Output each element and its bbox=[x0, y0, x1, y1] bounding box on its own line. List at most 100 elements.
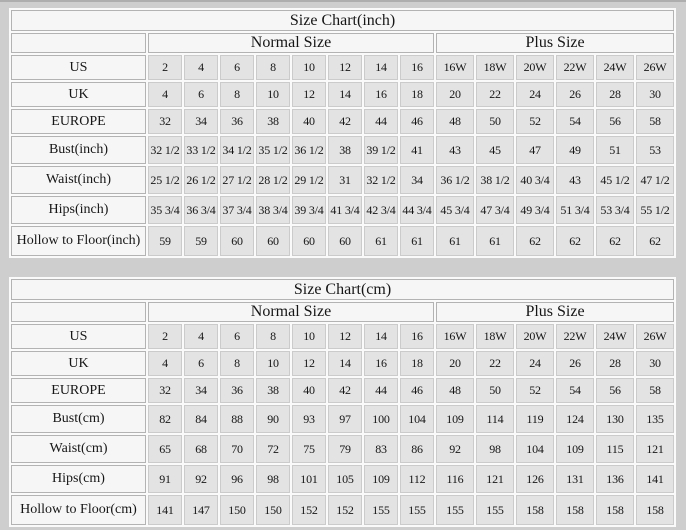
table-cell: 14 bbox=[364, 55, 398, 80]
table-cell: 152 bbox=[328, 495, 362, 525]
table-cell: 50 bbox=[476, 109, 514, 134]
table-cell: 16W bbox=[436, 324, 474, 349]
table-cell: 150 bbox=[256, 495, 290, 525]
table-cell: 121 bbox=[476, 465, 514, 493]
table-cell: 155 bbox=[400, 495, 434, 525]
table-cell: 48 bbox=[436, 109, 474, 134]
row-label: Hips(cm) bbox=[11, 465, 146, 493]
table-cell: 45 1/2 bbox=[596, 166, 634, 194]
table-cell: 25 1/2 bbox=[148, 166, 182, 194]
table-cell: 52 bbox=[516, 109, 554, 134]
table-cell: 60 bbox=[292, 226, 326, 256]
table-cell: 12 bbox=[328, 324, 362, 349]
group-header-row: Normal Size Plus Size bbox=[11, 33, 675, 53]
table-cell: 4 bbox=[148, 351, 182, 376]
table-cell: 8 bbox=[256, 324, 290, 349]
table-cell: 72 bbox=[256, 435, 290, 463]
table-cell: 38 3/4 bbox=[256, 196, 290, 224]
table-row: Hollow to Floor(inch) 59 59 60 60 60 60 61 61 61 6… bbox=[11, 226, 675, 256]
table-cell: 121 bbox=[636, 435, 675, 463]
table-cell: 16W bbox=[436, 55, 474, 80]
table-cell: 114 bbox=[476, 405, 514, 433]
table-cell: 96 bbox=[220, 465, 254, 493]
table-cell: 59 bbox=[184, 226, 218, 256]
row-label: Hollow to Floor(cm) bbox=[11, 495, 146, 525]
table-cell: 60 bbox=[220, 226, 254, 256]
table-row: EUROPE 32 34 36 38 40 42 44 46 48 50 52 54 56 58 bbox=[11, 378, 675, 403]
table-cell: 75 bbox=[292, 435, 326, 463]
table-cell: 20W bbox=[516, 55, 554, 80]
table-row: EUROPE 32 34 36 38 40 42 44 46 48 50 52 54 56 58 bbox=[11, 109, 675, 134]
table-title: Size Chart(cm) bbox=[11, 279, 675, 300]
table-title-row: Size Chart(cm) bbox=[11, 279, 675, 300]
group-header-plus-size: Plus Size bbox=[436, 33, 675, 53]
table-cell: 36 3/4 bbox=[184, 196, 218, 224]
table-cell: 112 bbox=[400, 465, 434, 493]
table-cell: 6 bbox=[184, 82, 218, 107]
table-cell: 34 bbox=[400, 166, 434, 194]
size-chart-inch-table: Size Chart(inch) Normal Size Plus Size US 2 4… bbox=[9, 8, 677, 258]
table-cell: 49 3/4 bbox=[516, 196, 554, 224]
table-cell: 14 bbox=[364, 324, 398, 349]
table-cell: 55 1/2 bbox=[636, 196, 675, 224]
table-cell: 93 bbox=[292, 405, 326, 433]
table-cell: 68 bbox=[184, 435, 218, 463]
table-row: Hips(cm) 91 92 96 98 101 105 109 112 116 121 126 131… bbox=[11, 465, 675, 493]
table-cell: 22W bbox=[556, 55, 594, 80]
table-cell: 6 bbox=[184, 351, 218, 376]
table-cell: 24W bbox=[596, 324, 634, 349]
table-cell: 43 bbox=[436, 136, 474, 164]
table-cell: 60 bbox=[328, 226, 362, 256]
row-label: US bbox=[11, 55, 146, 80]
table-cell: 45 3/4 bbox=[436, 196, 474, 224]
row-label: EUROPE bbox=[11, 109, 146, 134]
table-row: Bust(cm) 82 84 88 90 93 97 100 104 109 114 119 124 13… bbox=[11, 405, 675, 433]
table-cell: 141 bbox=[148, 495, 182, 525]
table-cell: 43 bbox=[556, 166, 594, 194]
table-cell: 12 bbox=[292, 82, 326, 107]
table-cell: 26W bbox=[636, 324, 675, 349]
table-cell: 42 bbox=[328, 378, 362, 403]
table-cell: 34 bbox=[184, 109, 218, 134]
table-cell: 34 1/2 bbox=[220, 136, 254, 164]
table-cell: 18 bbox=[400, 82, 434, 107]
table-cell: 26 1/2 bbox=[184, 166, 218, 194]
table-cell: 36 1/2 bbox=[292, 136, 326, 164]
table-cell: 24 bbox=[516, 351, 554, 376]
table-cell: 33 1/2 bbox=[184, 136, 218, 164]
table-cell: 109 bbox=[436, 405, 474, 433]
table-cell: 26 bbox=[556, 82, 594, 107]
table-title-row: Size Chart(inch) bbox=[11, 10, 675, 31]
table-cell: 35 3/4 bbox=[148, 196, 182, 224]
table-cell: 46 bbox=[400, 109, 434, 134]
table-cell: 20 bbox=[436, 351, 474, 376]
table-cell: 155 bbox=[476, 495, 514, 525]
table-cell: 14 bbox=[328, 82, 362, 107]
table-cell: 38 bbox=[256, 378, 290, 403]
table-cell: 98 bbox=[476, 435, 514, 463]
table-cell: 29 1/2 bbox=[292, 166, 326, 194]
table-cell: 6 bbox=[220, 55, 254, 80]
table-cell: 62 bbox=[516, 226, 554, 256]
table-cell: 32 bbox=[148, 378, 182, 403]
table-row: Hollow to Floor(cm) 141 147 150 150 152 152 155… bbox=[11, 495, 675, 525]
table-cell: 61 bbox=[436, 226, 474, 256]
table-cell: 109 bbox=[364, 465, 398, 493]
table-cell: 62 bbox=[596, 226, 634, 256]
table-cell: 31 bbox=[328, 166, 362, 194]
table-cell: 12 bbox=[328, 55, 362, 80]
table-cell: 58 bbox=[636, 109, 675, 134]
table-cell: 97 bbox=[328, 405, 362, 433]
table-cell: 58 bbox=[636, 378, 675, 403]
table-cell: 45 bbox=[476, 136, 514, 164]
table-row: Waist(inch) 25 1/2 26 1/2 27 1/2 28 1/2 29 1/… bbox=[11, 166, 675, 194]
table-cell: 35 1/2 bbox=[256, 136, 290, 164]
table-cell: 54 bbox=[556, 109, 594, 134]
table-cell: 20W bbox=[516, 324, 554, 349]
table-cell: 38 1/2 bbox=[476, 166, 514, 194]
table-cell: 16 bbox=[400, 324, 434, 349]
table-cell: 4 bbox=[184, 324, 218, 349]
table-cell: 135 bbox=[636, 405, 675, 433]
table-cell: 4 bbox=[184, 55, 218, 80]
table-cell: 47 bbox=[516, 136, 554, 164]
